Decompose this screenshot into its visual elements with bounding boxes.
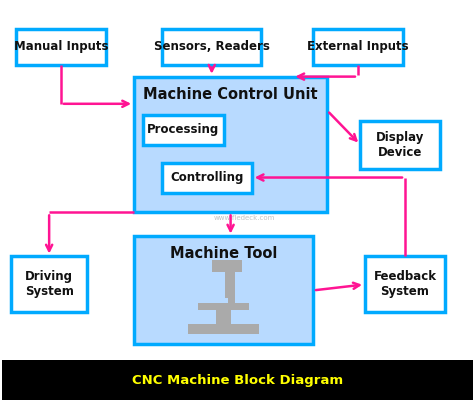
Text: www.fledeck.com: www.fledeck.com — [214, 215, 275, 221]
FancyBboxPatch shape — [188, 324, 259, 334]
FancyBboxPatch shape — [134, 77, 327, 213]
Text: Driving
System: Driving System — [25, 270, 73, 298]
Text: Feedback
System: Feedback System — [374, 270, 437, 298]
FancyBboxPatch shape — [162, 162, 252, 192]
FancyBboxPatch shape — [228, 270, 235, 310]
Text: Controlling: Controlling — [170, 171, 244, 184]
FancyBboxPatch shape — [162, 28, 261, 65]
FancyBboxPatch shape — [360, 121, 440, 168]
Text: Display
Device: Display Device — [376, 131, 424, 158]
Text: Sensors, Readers: Sensors, Readers — [154, 40, 270, 53]
FancyBboxPatch shape — [313, 28, 402, 65]
FancyBboxPatch shape — [134, 237, 313, 344]
FancyBboxPatch shape — [365, 257, 445, 312]
Text: Machine Control Unit: Machine Control Unit — [143, 87, 318, 101]
FancyBboxPatch shape — [2, 360, 474, 400]
Text: CNC Machine Block Diagram: CNC Machine Block Diagram — [132, 374, 343, 387]
FancyBboxPatch shape — [212, 260, 242, 272]
Text: External Inputs: External Inputs — [307, 40, 409, 53]
FancyBboxPatch shape — [144, 115, 224, 144]
FancyBboxPatch shape — [198, 303, 249, 310]
Text: Manual Inputs: Manual Inputs — [14, 40, 108, 53]
FancyBboxPatch shape — [11, 257, 87, 312]
FancyBboxPatch shape — [217, 308, 230, 324]
Text: Machine Tool: Machine Tool — [170, 247, 277, 261]
FancyBboxPatch shape — [16, 28, 106, 65]
Text: Processing: Processing — [147, 123, 219, 136]
FancyBboxPatch shape — [226, 272, 234, 298]
